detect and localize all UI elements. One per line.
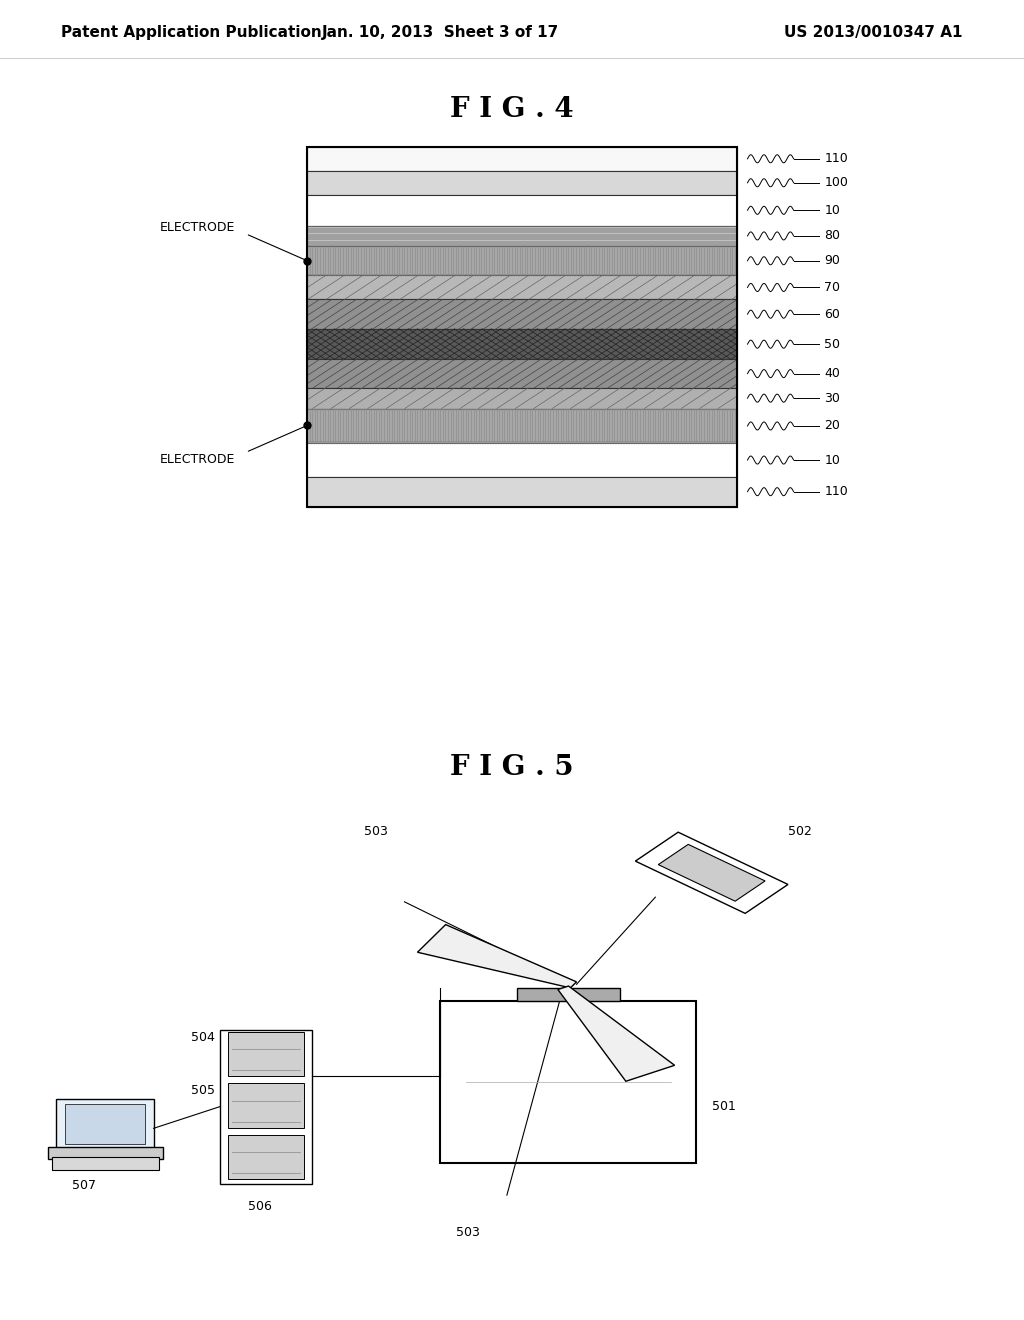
Text: 506: 506 xyxy=(248,1200,271,1213)
Bar xyxy=(52,1158,159,1170)
Bar xyxy=(228,1032,304,1076)
Bar xyxy=(56,1100,154,1148)
Text: 80: 80 xyxy=(824,230,841,243)
Text: 110: 110 xyxy=(824,486,848,498)
Bar xyxy=(440,1001,696,1163)
Text: 501: 501 xyxy=(712,1100,735,1113)
Bar xyxy=(307,300,737,329)
Text: ELECTRODE: ELECTRODE xyxy=(160,453,236,466)
Bar xyxy=(307,276,737,300)
Bar xyxy=(307,329,737,359)
Bar xyxy=(307,195,737,226)
Text: 60: 60 xyxy=(824,308,841,321)
Text: 502: 502 xyxy=(788,825,812,838)
Text: 10: 10 xyxy=(824,454,841,466)
Polygon shape xyxy=(658,845,765,902)
Text: US 2013/0010347 A1: US 2013/0010347 A1 xyxy=(784,25,963,40)
Polygon shape xyxy=(558,986,675,1081)
Text: 503: 503 xyxy=(456,1226,479,1238)
Bar xyxy=(307,359,737,388)
Text: 70: 70 xyxy=(824,281,841,294)
Bar xyxy=(228,1084,304,1127)
Bar xyxy=(307,147,737,507)
Polygon shape xyxy=(635,832,788,913)
Text: 100: 100 xyxy=(824,177,848,189)
Bar xyxy=(307,444,737,477)
Bar xyxy=(307,388,737,408)
Text: 30: 30 xyxy=(824,392,841,405)
Text: 10: 10 xyxy=(824,203,841,216)
Bar xyxy=(307,408,737,444)
Bar xyxy=(65,1104,145,1144)
Text: 90: 90 xyxy=(824,255,841,267)
Text: 20: 20 xyxy=(824,420,841,433)
Text: 50: 50 xyxy=(824,338,841,351)
Bar xyxy=(307,226,737,246)
Text: 507: 507 xyxy=(72,1179,95,1192)
Bar xyxy=(220,1030,312,1184)
Text: 110: 110 xyxy=(824,152,848,165)
Bar xyxy=(48,1147,163,1159)
Bar xyxy=(517,987,620,1001)
Text: F I G . 4: F I G . 4 xyxy=(451,96,573,123)
Text: 503: 503 xyxy=(364,825,387,838)
Text: 40: 40 xyxy=(824,367,841,380)
Text: ELECTRODE: ELECTRODE xyxy=(160,220,236,234)
Bar xyxy=(307,170,737,195)
Text: 504: 504 xyxy=(191,1031,215,1044)
Polygon shape xyxy=(418,924,577,987)
Bar xyxy=(307,477,737,507)
Text: Jan. 10, 2013  Sheet 3 of 17: Jan. 10, 2013 Sheet 3 of 17 xyxy=(322,25,559,40)
Text: F I G . 5: F I G . 5 xyxy=(451,754,573,780)
Bar xyxy=(228,1134,304,1179)
Bar xyxy=(307,147,737,170)
Text: 505: 505 xyxy=(191,1084,215,1097)
Bar xyxy=(307,246,737,276)
Text: Patent Application Publication: Patent Application Publication xyxy=(61,25,323,40)
